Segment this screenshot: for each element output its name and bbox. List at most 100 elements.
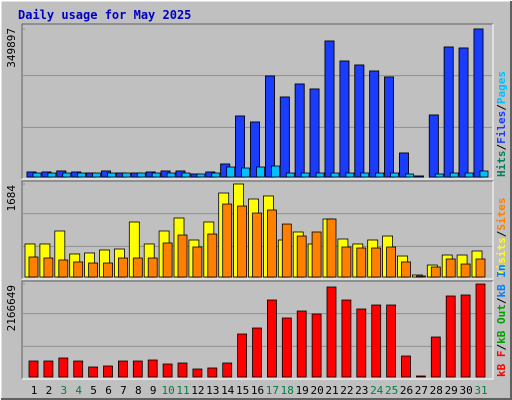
x-tick-label: 20	[310, 384, 323, 397]
bar	[413, 175, 424, 178]
bar	[250, 121, 260, 178]
legend-separator: /	[495, 230, 508, 237]
bar	[464, 172, 474, 178]
x-tick-label: 22	[340, 384, 353, 397]
bar	[207, 367, 218, 378]
bar	[296, 235, 307, 278]
bar	[28, 360, 39, 378]
bar	[136, 172, 146, 178]
bar	[390, 172, 400, 178]
bar	[386, 246, 397, 278]
panel-shadow	[21, 280, 493, 379]
bar	[107, 172, 116, 178]
bar	[62, 172, 72, 178]
legend-entry: Visits	[495, 237, 508, 277]
bar	[285, 172, 295, 178]
panel-light	[22, 181, 494, 280]
bar	[266, 299, 277, 378]
x-tick-label: 26	[400, 384, 413, 397]
bar	[309, 88, 320, 178]
bar	[162, 242, 173, 278]
legend-entry: Hits	[495, 151, 508, 178]
legend-entry: Files	[495, 111, 508, 144]
x-tick-label: 11	[176, 384, 189, 397]
bar	[401, 355, 411, 378]
bar	[479, 170, 489, 178]
bar	[166, 172, 176, 178]
bar	[311, 313, 322, 378]
bar	[92, 172, 101, 178]
legend-entry: kB F	[495, 351, 508, 378]
panel-shadow	[21, 23, 493, 179]
x-tick-label: 6	[105, 384, 112, 397]
bar	[103, 262, 113, 278]
bar	[371, 304, 382, 378]
bar	[151, 172, 161, 178]
bar	[226, 166, 236, 178]
bar	[43, 257, 54, 278]
bar	[460, 294, 471, 378]
x-tick-label: 29	[445, 384, 458, 397]
bar	[356, 308, 367, 378]
bar	[326, 286, 337, 378]
bar	[405, 173, 414, 178]
legend-entry: Sites	[495, 198, 508, 231]
bar	[58, 259, 69, 278]
bar	[73, 261, 84, 278]
x-tick-label: 24	[370, 384, 384, 397]
bar	[252, 327, 262, 378]
bar	[326, 218, 337, 278]
bar	[32, 172, 42, 178]
bar	[264, 75, 275, 178]
bar	[177, 234, 188, 278]
bar	[77, 172, 87, 178]
bar	[371, 247, 382, 278]
legend-entry: kB In	[495, 264, 508, 297]
bar	[147, 359, 158, 378]
x-tick-label: 12	[191, 384, 204, 397]
bar	[296, 310, 307, 378]
bar	[88, 366, 98, 378]
bar	[122, 172, 131, 178]
bar	[430, 266, 441, 278]
bar	[192, 368, 203, 378]
bar	[211, 172, 221, 178]
x-tick-label: 30	[459, 384, 472, 397]
legend-entry: kB Out	[495, 304, 508, 344]
panel-light	[22, 24, 494, 180]
x-tick-label: 17	[266, 384, 279, 397]
bar	[118, 360, 128, 378]
bar	[28, 256, 39, 278]
x-tick-label: 27	[415, 384, 428, 397]
x-tick-label: 23	[355, 384, 368, 397]
bar	[339, 60, 350, 178]
bar	[162, 363, 173, 378]
x-tick-label: 10	[161, 384, 174, 397]
bar	[270, 165, 280, 178]
bar	[354, 64, 365, 178]
bar	[281, 223, 292, 278]
bar	[132, 360, 143, 378]
bar	[330, 172, 340, 178]
bar	[356, 247, 367, 278]
bar	[73, 360, 84, 378]
y-tick-label: 349897	[5, 28, 18, 68]
bar	[207, 233, 218, 278]
bar	[445, 295, 456, 378]
bar	[237, 205, 248, 278]
bar	[118, 257, 128, 278]
bar	[473, 28, 484, 178]
x-tick-label: 9	[150, 384, 157, 397]
bar	[428, 114, 439, 178]
bar	[235, 115, 246, 178]
bar	[58, 357, 69, 378]
x-tick-label: 13	[206, 384, 219, 397]
bar	[47, 172, 57, 178]
x-tick-label: 16	[251, 384, 264, 397]
bar	[401, 261, 411, 278]
bar	[369, 70, 380, 178]
bar	[196, 173, 206, 178]
legend: Hits/Files/Pages	[495, 71, 508, 177]
bar	[181, 172, 191, 178]
